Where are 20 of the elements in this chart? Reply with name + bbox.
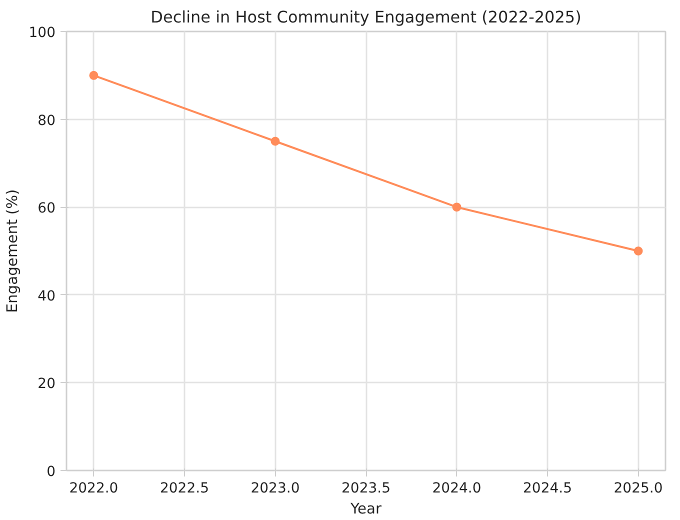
x-tick-label: 2024.5	[523, 480, 572, 496]
y-tick-label: 60	[38, 200, 56, 217]
x-tick-label: 2024.0	[432, 480, 482, 496]
x-tick-label: 2022.5	[160, 480, 209, 496]
x-axis-title: Year	[349, 500, 382, 518]
point	[270, 136, 280, 146]
y-axis-title: Engagement (%)	[4, 189, 21, 313]
point	[452, 202, 462, 212]
x-tick-label: 2022.0	[69, 480, 118, 496]
point	[634, 246, 643, 256]
y-tick-label: 80	[38, 112, 56, 129]
x-tick-label: 2023.5	[342, 480, 391, 496]
y-tick-label: 0	[46, 464, 56, 480]
point	[89, 70, 98, 80]
y-tick-label: 40	[38, 288, 56, 304]
chart-title: Decline in Host Community Engagement (2022-2025)	[150, 8, 582, 26]
x-tick-label: 2023.0	[250, 480, 300, 496]
y-tick-label: 20	[38, 376, 56, 392]
y-tick-label: 100	[28, 25, 56, 41]
x-tick-label: 2025.0	[614, 480, 663, 496]
